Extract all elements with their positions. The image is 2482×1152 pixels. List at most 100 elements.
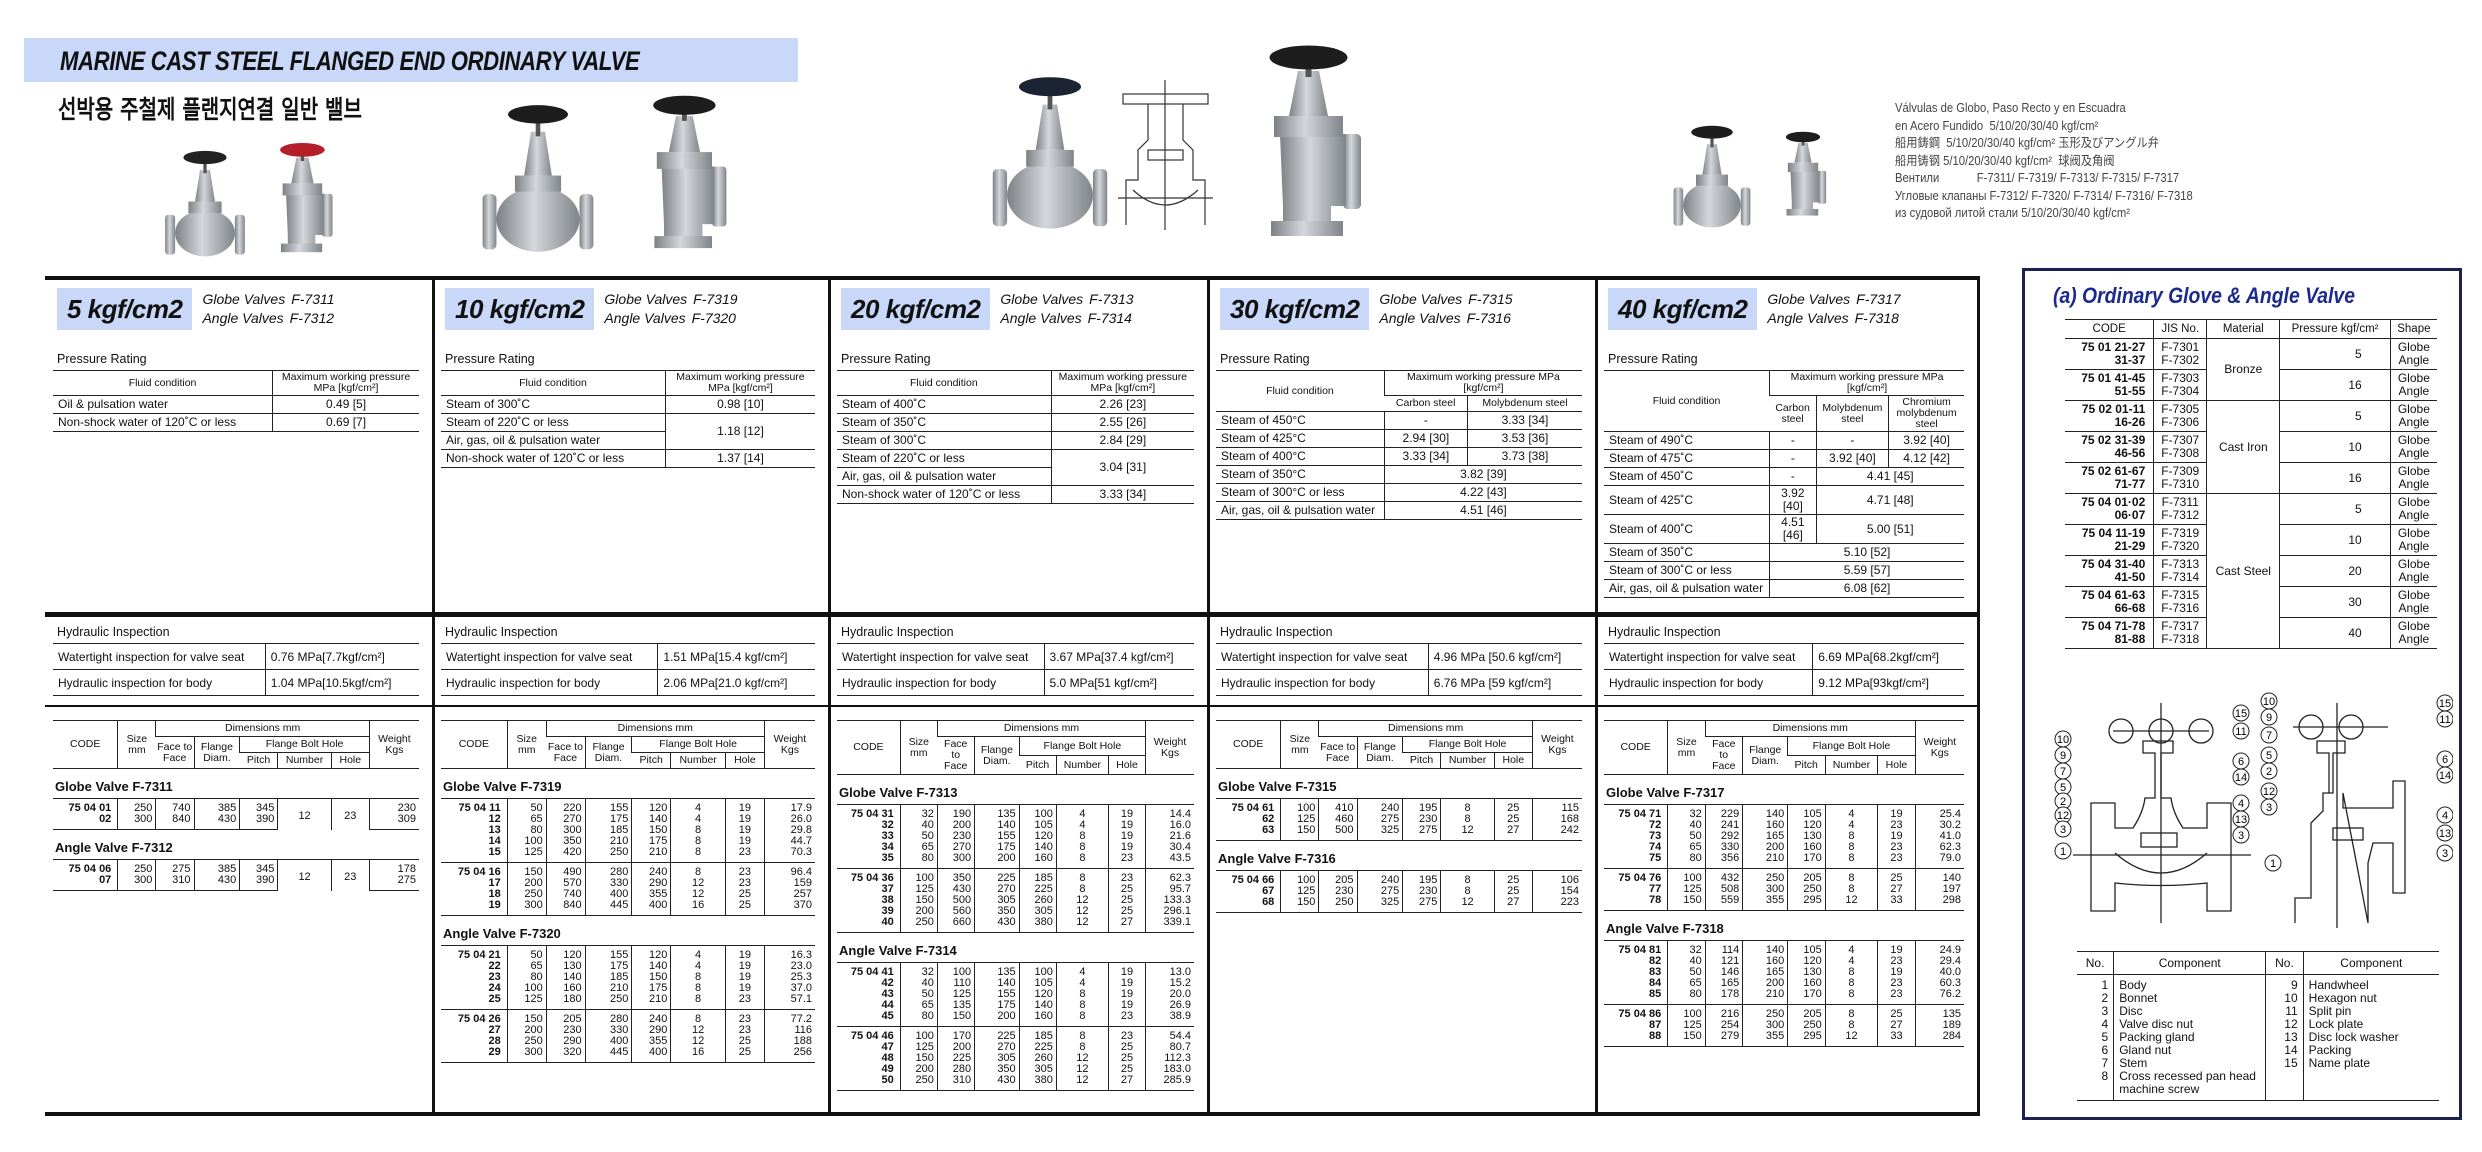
table-row: 75 01 41-45 51-55 F-7303 F-7304 16 Globe An… bbox=[2065, 369, 2437, 401]
column-header: CODE bbox=[2065, 319, 2154, 339]
pressure-badge: 20 kgf/cm2 bbox=[841, 288, 991, 330]
dimension-value: 8 bbox=[670, 847, 726, 863]
fluid-condition: Steam of 425°C bbox=[1216, 429, 1385, 448]
dimension-value: 140 bbox=[1018, 842, 1057, 853]
table-row: 75 04 31 32 190 135 100 4 19 14.4 bbox=[837, 804, 1194, 820]
dimension-value: 23.0 bbox=[763, 961, 815, 972]
dimension-value: 150 bbox=[899, 1053, 938, 1064]
size-block: 75 04 71 32 229 140 105 4 19 25.4 72 40 241 160 120 4… bbox=[1604, 804, 1964, 869]
dimension-value: 8 bbox=[1824, 831, 1878, 842]
hydraulic-table: Watertight inspection for valve seat 1.51… bbox=[441, 643, 815, 696]
valve-code: 62 bbox=[1262, 813, 1275, 825]
column-header: Flange Bolt Hole bbox=[631, 736, 765, 753]
hydraulic-inspection: Hydraulic Inspection Watertight inspectio… bbox=[1604, 625, 1964, 696]
table-row: 43 50 125 155 120 8 19 20.0 bbox=[837, 989, 1194, 1000]
valve-code: 75 04 66 bbox=[1231, 874, 1275, 886]
pressure-rating-table: Fluid condition Maximum working pressure … bbox=[441, 370, 815, 468]
dimension-value: 130 bbox=[1787, 831, 1826, 842]
dimension-value: 240 bbox=[1356, 870, 1403, 886]
valve-type-line: Globe Valves F-7313 bbox=[1000, 290, 1133, 309]
column-header: Maximum working pressure MPa [kgf/cm²] bbox=[1050, 370, 1194, 396]
section-divider bbox=[1208, 612, 1596, 617]
valve-code: 50 bbox=[837, 1075, 901, 1091]
dimension-value: 205 bbox=[1787, 868, 1826, 884]
pressure-rating: Pressure Rating Fluid condition Maximum wo… bbox=[53, 352, 419, 432]
dimension-value: 200 bbox=[1742, 978, 1788, 989]
dimension-value: 80 bbox=[506, 972, 547, 983]
dimension-value: 23 bbox=[724, 1009, 765, 1025]
dimension-value: 32 bbox=[899, 962, 938, 978]
column-header: Fluid condition bbox=[1604, 370, 1770, 432]
column-header: Flange Diam. bbox=[1356, 736, 1403, 769]
table-row: 75 04 61 100 410 240 195 8 25 115 bbox=[1216, 798, 1582, 814]
dimension-value: 19 bbox=[1877, 940, 1916, 956]
table-row: Watertight inspection for valve seat 3.67… bbox=[837, 643, 1194, 670]
part-name: Cross recessed pan head machine screw bbox=[2119, 1069, 2256, 1096]
test-name: Hydraulic inspection for body bbox=[441, 669, 658, 696]
dimension-value: 305 bbox=[974, 895, 1020, 906]
table-row: Non-shock water of 120˚C or less 3.33 [34… bbox=[837, 485, 1194, 504]
callout-number: 12 bbox=[2054, 806, 2072, 824]
table-row: 72 40 241 160 120 4 23 30.2 bbox=[1604, 820, 1964, 831]
dimension-value: 150 bbox=[1667, 895, 1706, 911]
dimension-value: 290 bbox=[631, 1025, 671, 1036]
table-row: 73 50 292 165 130 8 19 41.0 bbox=[1604, 831, 1964, 842]
dimension-value: 96.4 bbox=[763, 862, 815, 878]
header-row: Face to Face Flange Diam. Flange Bolt Hole bbox=[53, 736, 419, 769]
valve-code: 75 04 11 bbox=[458, 802, 501, 814]
valve-code: 63 bbox=[1216, 825, 1281, 841]
table-row: Hydraulic inspection for body 9.12 MPa[93… bbox=[1604, 669, 1964, 696]
table-row: 75 01 21-27 31-37 F-7301 F-7302 Bronze 5 Glo… bbox=[2065, 338, 2437, 401]
part-number: 7 bbox=[2101, 1056, 2109, 1070]
table-row: Non-shock water of 120˚C or less 1.37 [14… bbox=[441, 449, 815, 468]
callout-number: 3 bbox=[2436, 844, 2453, 862]
column-header: Number bbox=[277, 752, 332, 769]
code: 75 01 41-45 51-55 bbox=[2065, 369, 2154, 401]
dimension-value: 385 bbox=[193, 798, 240, 814]
dimension-value: 160 bbox=[1018, 853, 1057, 869]
code: 75 04 01·02 06·07 bbox=[2065, 493, 2154, 525]
dimension-value: 216 bbox=[1704, 1004, 1743, 1020]
test-name: Hydraulic inspection for body bbox=[1216, 669, 1429, 696]
dimension-value: 23 bbox=[1877, 853, 1916, 869]
pressure: 5 bbox=[2279, 338, 2391, 370]
header-row: Pitch Number Hole bbox=[441, 752, 815, 769]
dimension-value: 12 bbox=[277, 859, 332, 891]
dimension-value: 225 bbox=[974, 1026, 1020, 1042]
dimension-value: 100 bbox=[506, 983, 547, 994]
dimension-value: 140 bbox=[545, 972, 586, 983]
part-number: 9 bbox=[2290, 978, 2298, 992]
section-divider bbox=[1208, 705, 1596, 707]
section-divider bbox=[45, 705, 433, 707]
test-name: Hydraulic inspection for body bbox=[1604, 669, 1813, 696]
fluid-condition: Steam of 450°C bbox=[1216, 411, 1385, 430]
dimension-value: 200 bbox=[506, 1025, 547, 1036]
section-divider bbox=[1596, 612, 1978, 617]
table-row: 83 50 146 165 130 8 19 40.0 bbox=[1604, 967, 1964, 978]
dimension-value: 275 bbox=[368, 875, 419, 891]
dimension-value: 4 bbox=[670, 945, 726, 961]
dimension-value: 15.2 bbox=[1145, 978, 1194, 989]
dimension-value: 385 bbox=[193, 859, 240, 875]
hydraulic-inspection: Hydraulic Inspection Watertight inspectio… bbox=[1216, 625, 1582, 696]
dimension-value: 225 bbox=[1018, 884, 1057, 895]
table-row: Steam of 300˚C or less 5.59 [57] bbox=[1604, 561, 1964, 580]
valve-code: 22 bbox=[488, 960, 501, 972]
dimension-value: 270 bbox=[936, 842, 975, 853]
dimension-value: 25 bbox=[1107, 1042, 1146, 1053]
test-pressure: 0.76 MPa[7.7kgf/cm²] bbox=[264, 643, 419, 670]
column-header: Weight Kgs bbox=[1145, 720, 1194, 775]
code: 75 04 71-78 81-88 bbox=[2065, 617, 2154, 649]
dimension-value: 500 bbox=[936, 895, 975, 906]
dimension-value: 559 bbox=[1704, 895, 1743, 911]
table-row: Hydraulic inspection for body 1.04 MPa[10… bbox=[53, 669, 419, 696]
dimension-value: 120 bbox=[1018, 989, 1057, 1000]
dimension-value: 275 bbox=[1356, 886, 1403, 897]
dimension-value: 116 bbox=[763, 1025, 815, 1036]
pressure-column-2: 20 kgf/cm2 Globe Valves F-7313 Angle Valves… bbox=[829, 280, 1208, 1112]
dimension-value: 77.2 bbox=[763, 1009, 815, 1025]
column-header: Pitch bbox=[631, 752, 671, 769]
pressure-rating: Pressure Rating Fluid condition Maximum wo… bbox=[1216, 352, 1582, 520]
valve-code: 02 bbox=[53, 814, 118, 830]
dimension-value: 284 bbox=[1914, 1031, 1964, 1047]
